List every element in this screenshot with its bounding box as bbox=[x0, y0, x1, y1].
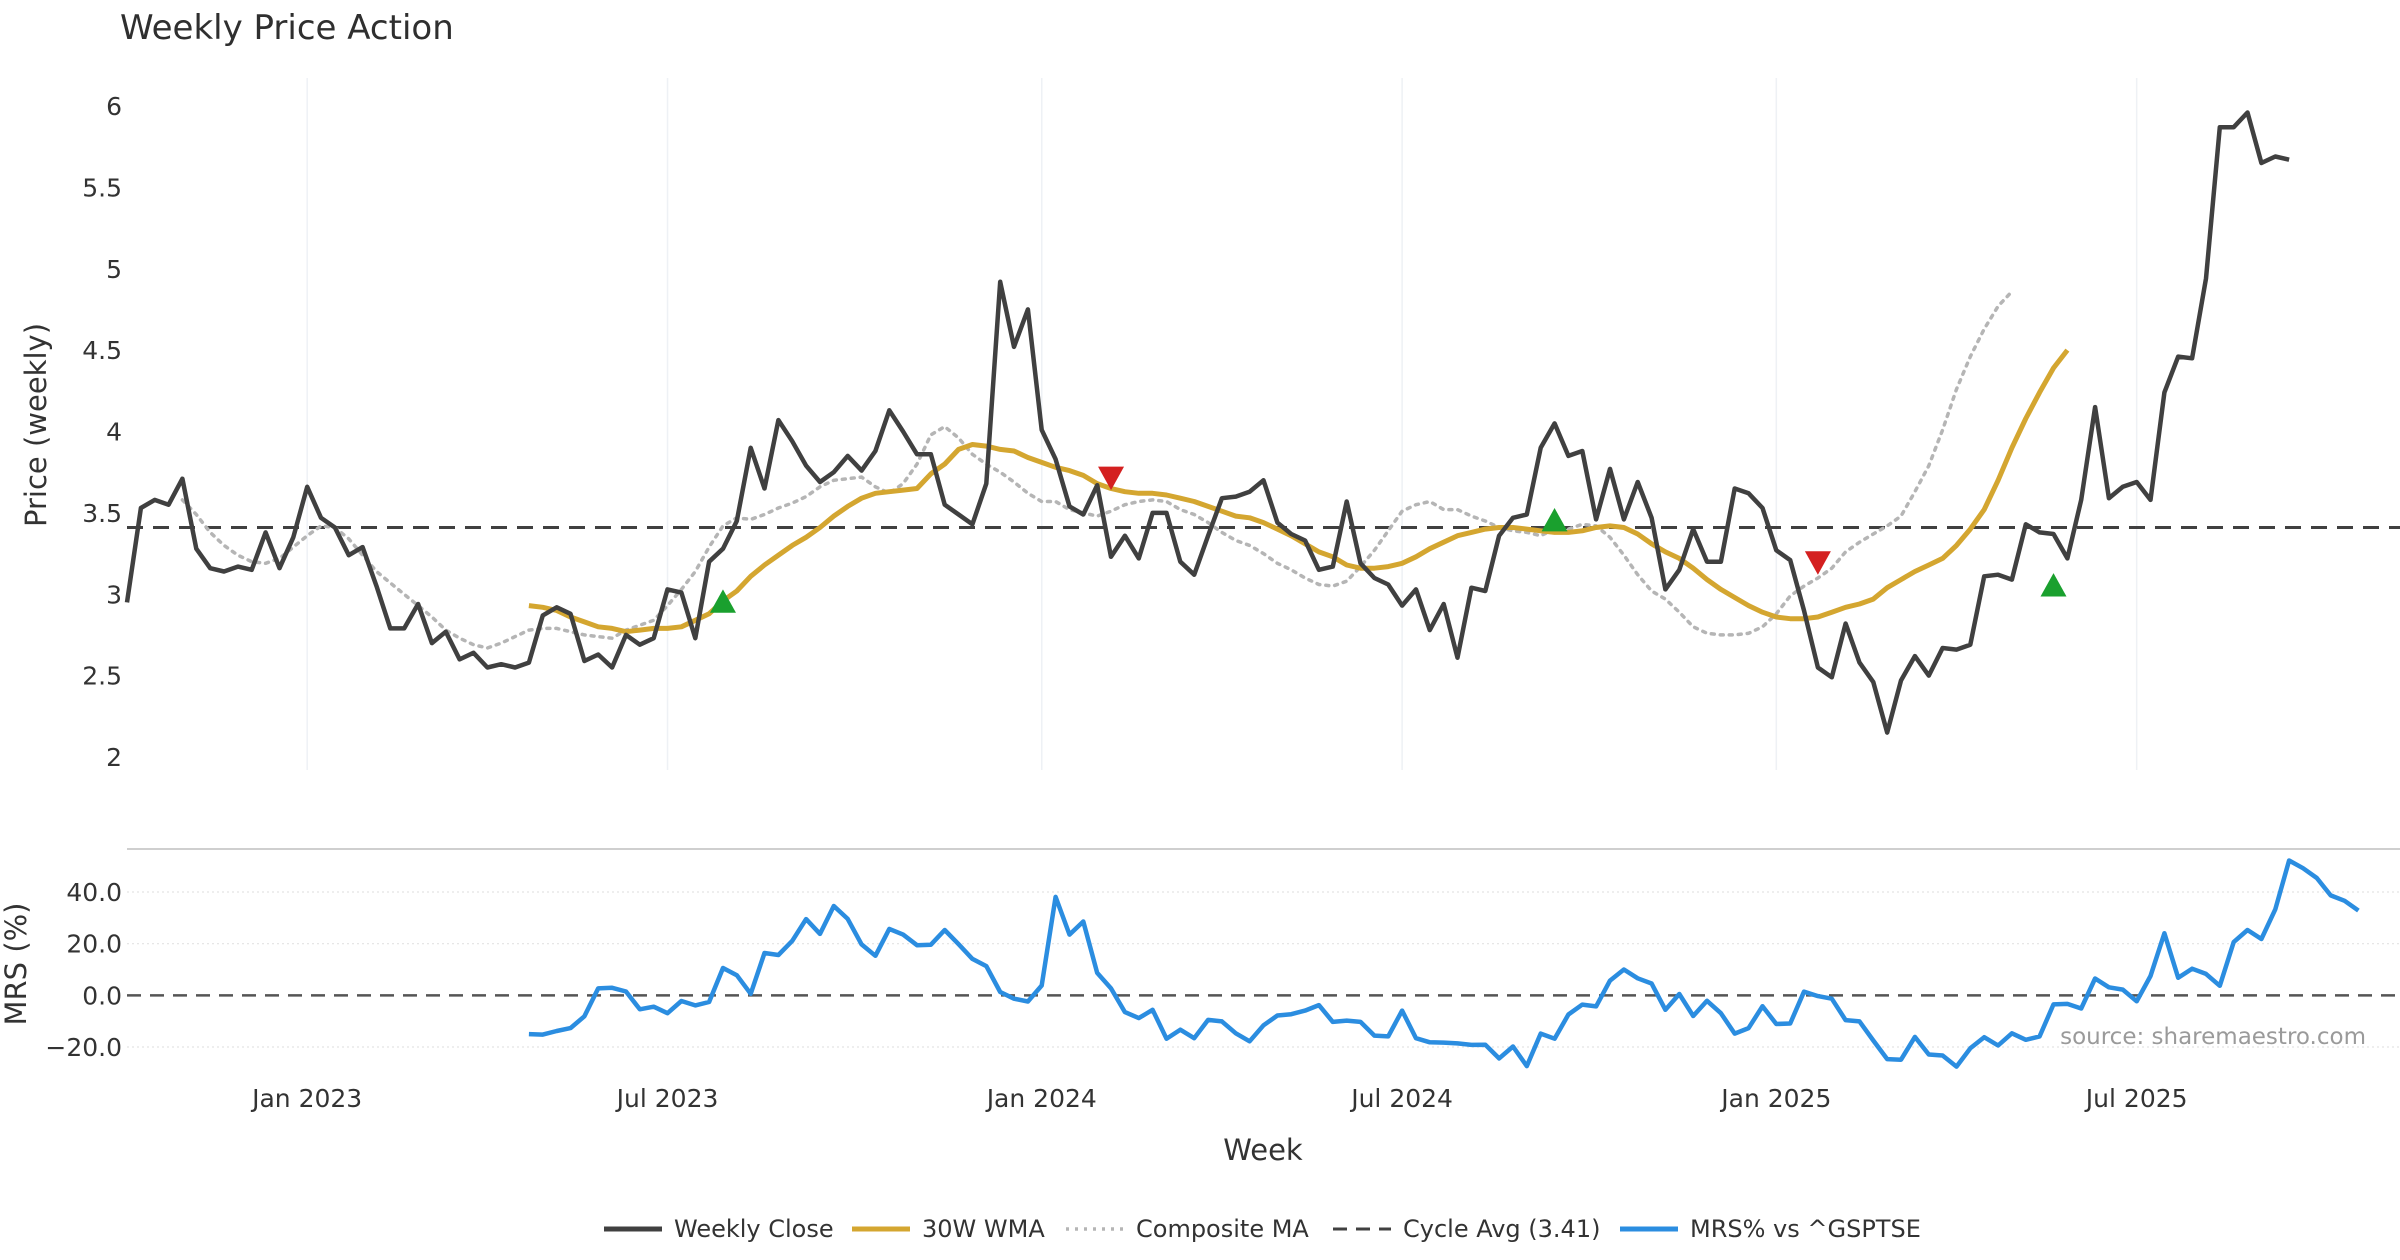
price-y-tick-label: 4 bbox=[106, 418, 122, 447]
x-axis-ticks: Jan 2023 Jul 2023 Jan 2024 Jul 2024 Jan 2025… bbox=[250, 1084, 2187, 1113]
legend: Weekly Close 30W WMA Composite MA Cycle Avg… bbox=[604, 1215, 1921, 1243]
buy-signal-marker bbox=[1541, 508, 1568, 532]
mrs-y-tick-label: 0.0 bbox=[82, 981, 122, 1010]
legend-label: Composite MA bbox=[1136, 1215, 1309, 1243]
signal-markers bbox=[709, 466, 2067, 613]
chart-title: Weekly Price Action bbox=[120, 8, 454, 48]
price-panel: 2 2.5 3 3.5 4 4.5 5 5.5 6 bbox=[82, 92, 2400, 772]
price-y-axis-title: Price (weekly) bbox=[19, 323, 53, 527]
mrs-line bbox=[528, 858, 2360, 1069]
mrs-y-tick-label: 20.0 bbox=[66, 930, 122, 959]
price-y-tick-label: 2 bbox=[106, 743, 122, 772]
mrs-y-ticks: 40.0 20.0 0.0 −20.0 bbox=[45, 878, 2400, 1062]
source-annotation: source: sharemaestro.com bbox=[2060, 1024, 2366, 1050]
legend-label: MRS% vs ^GSPTSE bbox=[1690, 1215, 1921, 1243]
mrs-panel: 40.0 20.0 0.0 −20.0 bbox=[45, 858, 2400, 1069]
price-series bbox=[124, 110, 2400, 735]
price-y-tick-label: 2.5 bbox=[82, 662, 122, 691]
x-tick-label: Jan 2023 bbox=[250, 1084, 362, 1113]
price-y-tick-label: 6 bbox=[106, 92, 122, 121]
sell-signal-marker bbox=[1098, 466, 1125, 491]
price-y-tick-label: 5 bbox=[106, 255, 122, 284]
buy-signal-marker bbox=[2040, 573, 2067, 597]
x-tick-label: Jul 2024 bbox=[1349, 1084, 1453, 1113]
x-tick-label: Jul 2025 bbox=[2084, 1084, 2188, 1113]
weekly-close-line bbox=[124, 110, 2290, 735]
mrs-y-tick-label: −20.0 bbox=[45, 1033, 122, 1062]
x-tick-label: Jan 2024 bbox=[985, 1084, 1097, 1113]
composite-ma-line bbox=[180, 289, 2014, 650]
x-axis-title: Week bbox=[1223, 1133, 1303, 1167]
sell-signal-marker bbox=[1804, 551, 1831, 575]
price-y-ticks: 2 2.5 3 3.5 4 4.5 5 5.5 6 bbox=[82, 92, 122, 772]
price-y-tick-label: 5.5 bbox=[82, 173, 122, 202]
x-tick-label: Jul 2023 bbox=[615, 1084, 719, 1113]
mrs-y-axis-title: MRS (%) bbox=[0, 903, 33, 1026]
wma-30w-line bbox=[528, 348, 2070, 635]
legend-label: 30W WMA bbox=[922, 1215, 1045, 1243]
mrs-y-tick-label: 40.0 bbox=[66, 878, 122, 907]
legend-label: Weekly Close bbox=[674, 1215, 834, 1243]
x-tick-label: Jan 2025 bbox=[1719, 1084, 1831, 1113]
price-y-tick-label: 3 bbox=[106, 580, 122, 609]
price-y-tick-label: 4.5 bbox=[82, 336, 122, 365]
price-y-tick-label: 3.5 bbox=[82, 499, 122, 528]
legend-label: Cycle Avg (3.41) bbox=[1403, 1215, 1600, 1243]
mrs-series bbox=[127, 858, 2400, 1069]
buy-signal-marker bbox=[709, 589, 736, 613]
